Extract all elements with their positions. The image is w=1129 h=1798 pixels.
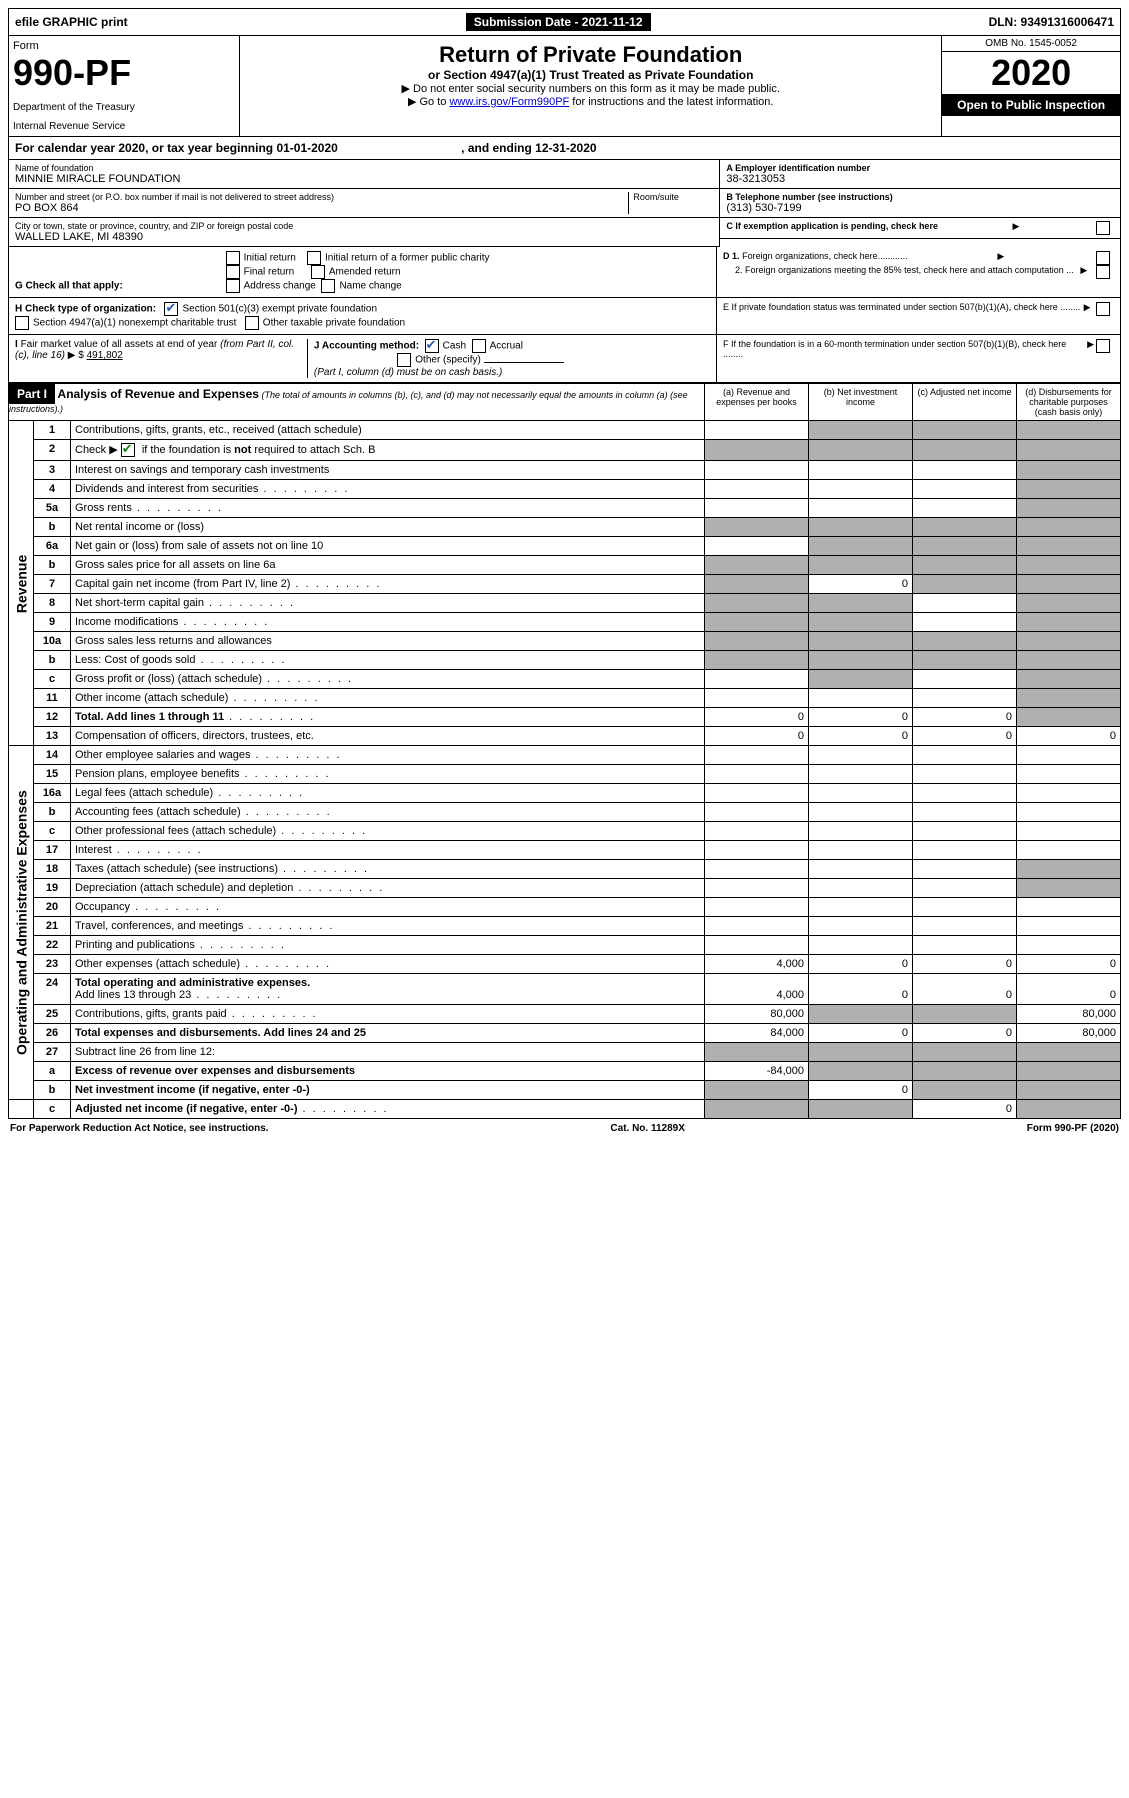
g-former-checkbox[interactable] bbox=[307, 251, 321, 265]
phone: (313) 530-7199 bbox=[726, 202, 1114, 214]
g-label: G Check all that apply: bbox=[15, 281, 123, 292]
d1-checkbox[interactable] bbox=[1096, 251, 1110, 265]
c-label: C If exemption application is pending, c… bbox=[726, 221, 938, 235]
g-name-checkbox[interactable] bbox=[321, 279, 335, 293]
form-label: Form bbox=[13, 40, 235, 52]
g-initial-checkbox[interactable] bbox=[226, 251, 240, 265]
city-state-zip: WALLED LAKE, MI 48390 bbox=[15, 231, 713, 243]
h-501c3-checkbox[interactable] bbox=[164, 302, 178, 316]
page-footer: For Paperwork Reduction Act Notice, see … bbox=[8, 1119, 1121, 1138]
instr-ssn: ▶ Do not enter social security numbers o… bbox=[246, 82, 935, 95]
part1-label: Part I bbox=[9, 384, 55, 404]
fmv-value: 491,802 bbox=[87, 350, 123, 361]
j-accrual-checkbox[interactable] bbox=[472, 339, 486, 353]
phone-label: B Telephone number (see instructions) bbox=[726, 192, 1114, 202]
form-number: 990-PF bbox=[13, 52, 235, 94]
h-label: H Check type of organization: bbox=[15, 304, 156, 315]
schb-checkbox[interactable] bbox=[121, 443, 135, 457]
g-final-checkbox[interactable] bbox=[226, 265, 240, 279]
col-d-header: (d) Disbursements for charitable purpose… bbox=[1017, 384, 1121, 421]
dept-treasury: Department of the Treasury bbox=[13, 102, 235, 113]
efile-header: efile GRAPHIC print Submission Date - 20… bbox=[8, 8, 1121, 36]
ein-label: A Employer identification number bbox=[726, 163, 1114, 173]
f-checkbox[interactable] bbox=[1096, 339, 1110, 353]
form-header-box: Form 990-PF Department of the Treasury I… bbox=[8, 36, 1121, 137]
form-subtitle: or Section 4947(a)(1) Trust Treated as P… bbox=[246, 68, 935, 82]
name-label: Name of foundation bbox=[15, 163, 713, 173]
j-other-checkbox[interactable] bbox=[397, 353, 411, 367]
dln: DLN: 93491316006471 bbox=[989, 15, 1114, 29]
open-inspection: Open to Public Inspection bbox=[942, 94, 1120, 116]
col-b-header: (b) Net investment income bbox=[809, 384, 913, 421]
g-address-checkbox[interactable] bbox=[226, 279, 240, 293]
expenses-section-label: Operating and Administrative Expenses bbox=[9, 746, 34, 1100]
foundation-name: MINNIE MIRACLE FOUNDATION bbox=[15, 173, 713, 185]
tax-year: 2020 bbox=[942, 52, 1120, 94]
entity-info: Name of foundation MINNIE MIRACLE FOUNDA… bbox=[8, 160, 1121, 247]
g-amended-checkbox[interactable] bbox=[311, 265, 325, 279]
city-label: City or town, state or province, country… bbox=[15, 221, 713, 231]
col-c-header: (c) Adjusted net income bbox=[913, 384, 1017, 421]
ein: 38-3213053 bbox=[726, 173, 1114, 185]
submission-date: Submission Date - 2021-11-12 bbox=[466, 13, 651, 31]
room-label: Room/suite bbox=[633, 192, 713, 202]
efile-label: efile GRAPHIC print bbox=[15, 15, 128, 29]
col-a-header: (a) Revenue and expenses per books bbox=[705, 384, 809, 421]
h-other-checkbox[interactable] bbox=[245, 316, 259, 330]
irs-link[interactable]: www.irs.gov/Form990PF bbox=[449, 96, 569, 108]
e-checkbox[interactable] bbox=[1096, 302, 1110, 316]
form-title: Return of Private Foundation bbox=[246, 42, 935, 68]
addr-label: Number and street (or P.O. box number if… bbox=[15, 192, 628, 202]
omb-number: OMB No. 1545-0052 bbox=[942, 36, 1120, 52]
irs-label: Internal Revenue Service bbox=[13, 121, 235, 132]
address: PO BOX 864 bbox=[15, 202, 628, 214]
j-cash-checkbox[interactable] bbox=[425, 339, 439, 353]
c-checkbox[interactable] bbox=[1096, 221, 1110, 235]
cat-no: Cat. No. 11289X bbox=[610, 1123, 684, 1134]
calendar-year-row: For calendar year 2020, or tax year begi… bbox=[8, 137, 1121, 160]
h-4947-checkbox[interactable] bbox=[15, 316, 29, 330]
d2-checkbox[interactable] bbox=[1096, 265, 1110, 279]
revenue-section-label: Revenue bbox=[9, 421, 34, 746]
form-ref: Form 990-PF (2020) bbox=[1027, 1123, 1119, 1134]
instr-link: ▶ Go to www.irs.gov/Form990PF for instru… bbox=[246, 95, 935, 108]
part1-table: Part I Analysis of Revenue and Expenses … bbox=[8, 383, 1121, 1119]
paperwork-notice: For Paperwork Reduction Act Notice, see … bbox=[10, 1123, 269, 1134]
